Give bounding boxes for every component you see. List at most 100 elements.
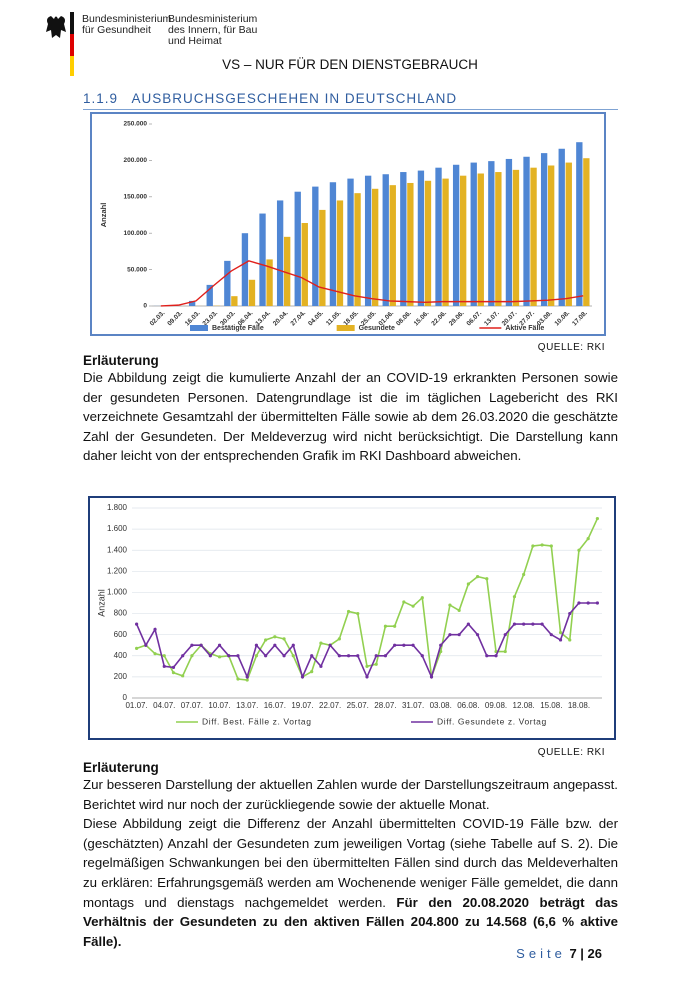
point — [264, 638, 268, 642]
page-number: 7 | 26 — [569, 946, 602, 961]
point — [595, 601, 599, 605]
paragraph: Diese Abbildung zeigt die Differenz der … — [83, 814, 618, 951]
point — [466, 582, 470, 586]
x-tick-label: 18.05. — [342, 310, 360, 328]
point — [586, 537, 590, 541]
point — [429, 675, 434, 679]
bar — [329, 182, 337, 306]
x-tick-label: 25.07. — [347, 701, 369, 710]
bar — [558, 148, 565, 306]
explanation-heading: Erläuterung — [83, 353, 159, 368]
point — [439, 643, 443, 647]
x-tick-label: 10.07. — [208, 701, 230, 710]
section-title: AUSBRUCHSGESCHEHEN IN DEUTSCHLAND — [131, 91, 458, 106]
section-number: 1.1.9 — [83, 91, 119, 106]
x-tick-label: 09.03. — [166, 310, 184, 328]
x-tick-label: 16.07. — [264, 701, 286, 710]
bar — [231, 296, 238, 306]
point — [356, 611, 360, 616]
bar — [382, 174, 389, 306]
point — [319, 664, 323, 668]
page-label: Seite — [516, 946, 566, 961]
point — [549, 633, 553, 637]
point — [135, 622, 139, 626]
point — [512, 595, 517, 599]
point — [153, 627, 157, 631]
point — [217, 643, 222, 647]
x-tick-label: 11.05. — [325, 310, 343, 328]
bar — [495, 172, 502, 306]
x-tick-label: 08.06. — [395, 310, 413, 328]
paragraph: Zur besseren Darstellung der aktuellen Z… — [83, 777, 618, 812]
point — [457, 633, 461, 637]
y-tick-label: 1.200 — [107, 566, 128, 575]
point — [365, 675, 369, 679]
point — [586, 601, 590, 605]
explanation: Erläuterung Zur besseren Darstellung der… — [83, 760, 618, 951]
point — [254, 643, 259, 647]
x-tick-label: 09.08. — [485, 701, 507, 710]
x-tick-label: 17.08. — [571, 310, 589, 328]
paragraph: Die Abbildung zeigt die kumulierte Anzah… — [83, 370, 618, 464]
point — [171, 671, 176, 675]
point — [190, 643, 194, 647]
point — [135, 646, 139, 650]
classification: VS – NUR FÜR DEN DIENSTGEBRAUCH — [222, 57, 478, 72]
logo — [46, 12, 74, 76]
y-tick-label: 100.000 — [124, 230, 148, 237]
point — [181, 654, 185, 658]
bar — [294, 191, 301, 306]
x-tick-label: 13.07. — [483, 310, 501, 328]
y-tick-label: 50.000 — [127, 266, 147, 273]
bar — [266, 259, 273, 306]
footer: Seite 7 | 26 — [516, 946, 602, 961]
bar — [523, 156, 530, 306]
paragraph-text: Diese Abbildung zeigt die Differenz der … — [83, 816, 618, 910]
point — [337, 637, 341, 641]
x-tick-label: 29.06. — [448, 310, 466, 328]
point — [273, 635, 277, 639]
x-tick-label: 02.03. — [149, 310, 167, 328]
bar — [435, 167, 442, 306]
point — [383, 624, 388, 628]
bar — [241, 233, 249, 306]
highlight: Für den 20.08.2020 beträgt das Verhältni… — [83, 894, 618, 949]
point — [411, 604, 415, 608]
point — [162, 664, 166, 668]
point — [310, 670, 314, 674]
x-tick-label: 27.04. — [289, 310, 307, 328]
point — [448, 633, 452, 637]
legend-label: Diff. Best. Fälle z. Vortag — [202, 716, 312, 726]
legend-swatch — [336, 325, 355, 331]
point — [466, 622, 470, 626]
ministry-line: des Innern, für Bau — [168, 24, 258, 36]
point — [595, 516, 599, 521]
x-tick-label: 04.05. — [307, 310, 325, 328]
point — [282, 637, 286, 641]
point — [411, 643, 415, 647]
x-tick-label: 12.08. — [513, 701, 535, 710]
x-tick-label: 22.07. — [319, 701, 341, 710]
legend-label: Diff. Gesundete z. Vortag — [437, 716, 547, 726]
x-tick-label: 16.03. — [184, 310, 202, 328]
point — [291, 654, 295, 658]
bar — [276, 200, 284, 306]
point — [310, 654, 314, 658]
point — [374, 662, 378, 666]
bar — [354, 193, 361, 306]
point — [245, 675, 249, 679]
bar — [576, 142, 583, 306]
ministry-line: Bundesministerium — [82, 13, 172, 25]
x-tick-label: 18.08. — [568, 701, 590, 710]
bar — [301, 223, 308, 306]
bar — [442, 178, 449, 306]
explanation: Erläuterung Die Abbildung zeigt die kumu… — [83, 353, 618, 466]
bar — [407, 182, 414, 306]
point — [236, 654, 240, 658]
bar — [206, 284, 213, 306]
y-tick-label: 150.000 — [124, 194, 148, 201]
point — [402, 600, 406, 604]
point — [457, 608, 461, 612]
y-tick-label: 0 — [123, 693, 128, 702]
point — [365, 664, 369, 668]
